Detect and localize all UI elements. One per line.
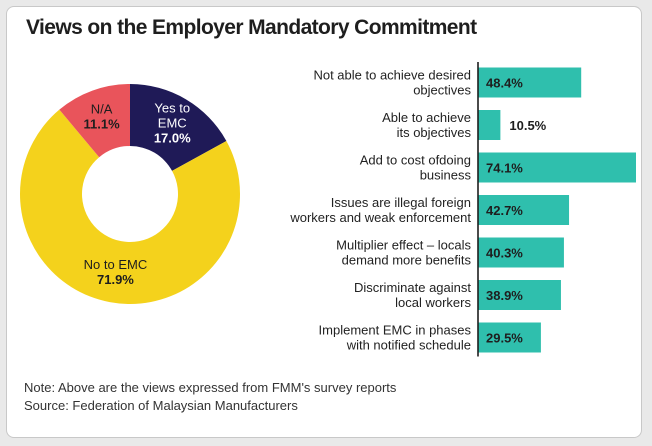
slice-category-label: No to EMC: [84, 257, 148, 272]
bar: [478, 67, 582, 98]
slice-category-label: Yes to: [154, 101, 190, 116]
bar: [478, 195, 570, 225]
donut-slice-label: N/A11.1%: [84, 101, 121, 131]
bar-category-label: with notified schedule: [346, 338, 471, 353]
bar-category-label: its objectives: [397, 125, 472, 140]
slice-value-label: 71.9%: [97, 272, 134, 287]
bar-category-label: Add to cost ofdoing: [360, 153, 471, 168]
footnote: Note: Above are the views expressed from…: [24, 379, 396, 415]
bar-value-label: 42.7%: [486, 203, 523, 218]
bar-category-label: local workers: [395, 295, 471, 310]
bar-value-label: 10.5%: [509, 118, 546, 133]
slice-category-label: N/A: [91, 101, 113, 116]
bar-category-label: Multiplier effect – locals: [336, 238, 471, 253]
bar: [478, 280, 561, 310]
bar-value-label: 29.5%: [486, 331, 523, 346]
slice-value-label: 17.0%: [154, 131, 191, 146]
note-text: Note: Above are the views expressed from…: [24, 380, 397, 395]
bar-category-label: Not able to achieve desired: [313, 68, 471, 83]
bar-value-label: 74.1%: [486, 161, 523, 176]
bar-category-label: Implement EMC in phases: [319, 323, 472, 338]
bar-value-label: 48.4%: [486, 76, 523, 91]
donut-slice: [19, 109, 240, 305]
bar: [478, 110, 501, 140]
bar: [478, 322, 541, 353]
slice-value-label: 11.1%: [84, 116, 121, 131]
bar-category-label: workers and weak enforcement: [289, 210, 471, 225]
slice-category-label: EMC: [158, 116, 187, 131]
donut-slice: [130, 84, 227, 171]
source-text: Source: Federation of Malaysian Manufact…: [24, 398, 298, 413]
chart-title: Views on the Employer Mandatory Commitme…: [26, 16, 477, 39]
bar-category-label: business: [420, 168, 472, 183]
bar-value-label: 38.9%: [486, 288, 523, 303]
bar: [478, 237, 564, 268]
bar-category-label: Able to achieve: [382, 110, 471, 125]
bar-category-label: objectives: [413, 83, 471, 98]
bar-category-label: Issues are illegal foreign: [331, 195, 471, 210]
bar: [478, 152, 636, 183]
bar-category-label: demand more benefits: [342, 253, 472, 268]
bar-category-label: Discriminate against: [354, 280, 471, 295]
bar-value-label: 40.3%: [486, 246, 523, 261]
donut-slice: [59, 84, 131, 158]
